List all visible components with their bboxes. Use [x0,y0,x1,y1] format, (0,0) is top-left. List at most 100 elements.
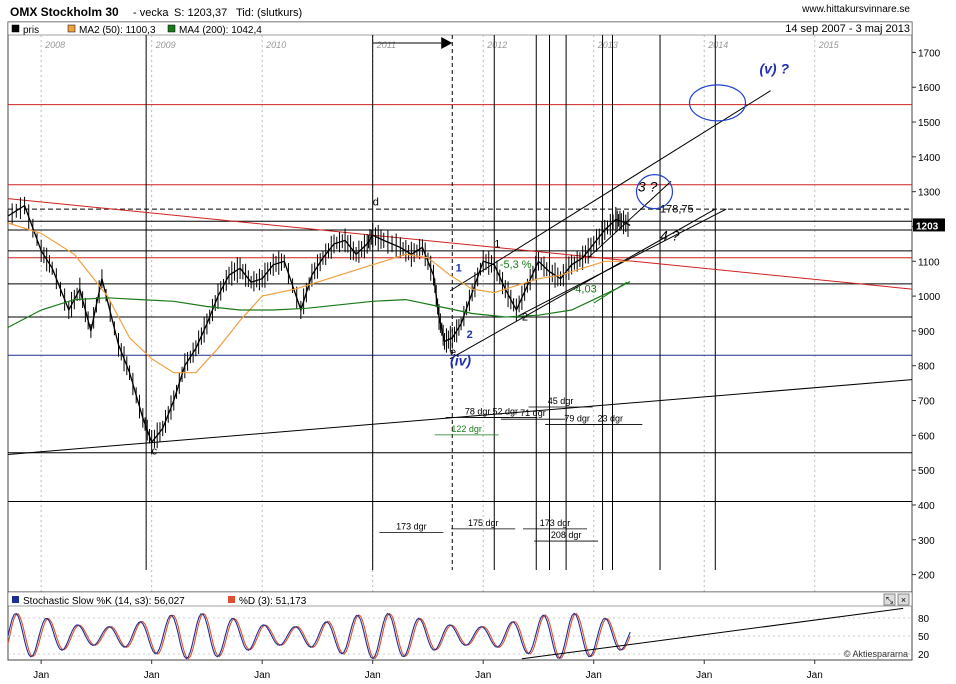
stoch-tick-label: 20 [918,650,930,661]
y-tick-label: 1100 [918,257,940,268]
annotation-label: e [450,346,456,358]
day-count-label: 208 dgr [551,530,582,540]
y-tick-label: 900 [918,327,935,338]
last-price-label: 1203 [916,221,939,232]
price-y-axis: 2003004005006007008009001000110012001300… [912,48,945,582]
day-count-label: 78 dgr [465,406,491,416]
annotation-label: 2 [522,311,528,323]
x-tick-label: Jan [586,670,602,681]
day-count-label: 71 dgr [520,408,546,418]
top-arrow-head [441,37,453,49]
annotation-label: d [373,197,379,209]
price-plot: 2008 2009 2010 2011 2012 2013 2014 2015 d c e(iv) (… [7,35,913,592]
close-icon[interactable] [897,593,910,606]
inner-trendline [516,208,727,318]
day-count-label: 173 dgr [396,521,427,531]
wave-channel [587,180,672,259]
zoom-icon[interactable] [883,593,896,606]
header: OMX Stockholm 30 - vecka S: 1203,37 Tid:… [10,4,910,19]
x-tick-label: Jan [254,670,270,681]
day-count-label: 23 dgr [598,413,624,423]
y-tick-label: 500 [918,466,935,477]
y-tick-label: 1300 [918,188,941,199]
stoch-tick-label: 80 [918,614,930,625]
legend-label: MA4 (200): 1042,4 [179,25,262,36]
chart-period: - vecka [133,7,169,19]
year-label: 2010 [265,40,286,50]
y-tick-label: 1400 [918,153,941,164]
year-label: 2015 [818,40,840,50]
chart-title: OMX Stockholm 30 [10,5,119,19]
annotation-label: 4 ? [660,227,680,243]
y-tick-label: 1700 [918,48,941,59]
annotation-label: (iv) [450,353,471,369]
zoom-icon-glyph: ⤡ [886,595,893,605]
stoch-trendline [521,607,904,660]
y-tick-label: 1600 [918,83,941,94]
legend-label: pris [23,25,39,36]
annotation-label: 1 [456,263,462,275]
y-tick-label: 800 [918,362,935,373]
day-count-label: 52 dgr [493,406,519,416]
ma50-series [7,222,631,374]
annotation-label: -5,3 % [500,259,532,271]
x-tick-label: Jan [144,670,160,681]
day-count-label: 79 dgr [564,413,590,423]
legend-swatch [167,24,176,33]
stochastic-legend: Stochastic Slow %K (14, s3): 56,027 %D (3… [12,596,307,607]
date-range: 14 sep 2007 - 3 maj 2013 [785,23,910,35]
x-tick-label: Jan [475,670,491,681]
x-tick-label: Jan [33,670,49,681]
close-icon-glyph: × [901,595,906,605]
day-count-label: 173 dgr [540,518,571,528]
time-label: Tid: (slutkurs) [236,7,302,19]
legend-bar [7,21,913,36]
y-tick-label: 300 [918,536,935,547]
annotation-label: c [152,445,158,457]
stoch-k-series [7,612,631,660]
wave3-ellipse [635,174,674,210]
day-count-label: 175 dgr [468,518,499,528]
stoch-d-series [7,612,631,660]
last-value: S: 1203,37 [174,7,227,19]
annotation-label: 2 [467,329,473,341]
annotation-label: 1 [494,238,500,250]
y-tick-label: 700 [918,397,935,408]
y-tick-label: 200 [918,571,935,582]
day-count-label: 45 dgr [548,396,574,406]
legend-swatch [11,24,20,33]
red-trendline [7,198,913,290]
legend: pris MA2 (50): 1100,3 MA4 (200): 1042,4 [11,24,262,36]
target-ellipse [688,84,747,122]
stoch-k-swatch [12,596,19,603]
year-label: 2009 [155,40,176,50]
stochastic-plot: © Aktiespararna [7,607,912,660]
watermark: © Aktiespararna [844,649,908,659]
year-label: 2014 [707,40,728,50]
annotation-label: 178,75 [660,204,694,216]
stoch-k-label: Stochastic Slow %K (14, s3): 56,027 [23,596,185,607]
stoch-tick-label: 50 [918,632,930,643]
last-price-box [913,218,945,232]
year-label: 2011 [376,40,396,50]
stoch-d-swatch [228,596,235,603]
x-tick-label: Jan [696,670,712,681]
legend-label: MA2 (50): 1100,3 [79,25,156,36]
stochastic-y-axis: 20 50 80 [918,614,930,661]
annotation-label: -4,03 [572,284,597,296]
panel-tool-icons: ⤡ × [883,593,910,606]
x-tick-label: Jan [807,670,823,681]
year-label: 2012 [486,40,507,50]
x-tick-label: Jan [365,670,381,681]
legend-swatch [67,24,76,33]
channel-lower [449,208,716,360]
y-tick-label: 400 [918,501,935,512]
year-label: 2008 [44,40,65,50]
site-label: www.hittakursvinnare.se [801,4,910,15]
channel-upper [449,90,771,292]
main-panel-frame [7,21,913,593]
stoch-d-label: %D (3): 51,173 [239,596,307,607]
time-x-axis: Jan Jan Jan Jan Jan Jan Jan Jan [33,660,823,681]
year-label: 2013 [597,40,618,50]
